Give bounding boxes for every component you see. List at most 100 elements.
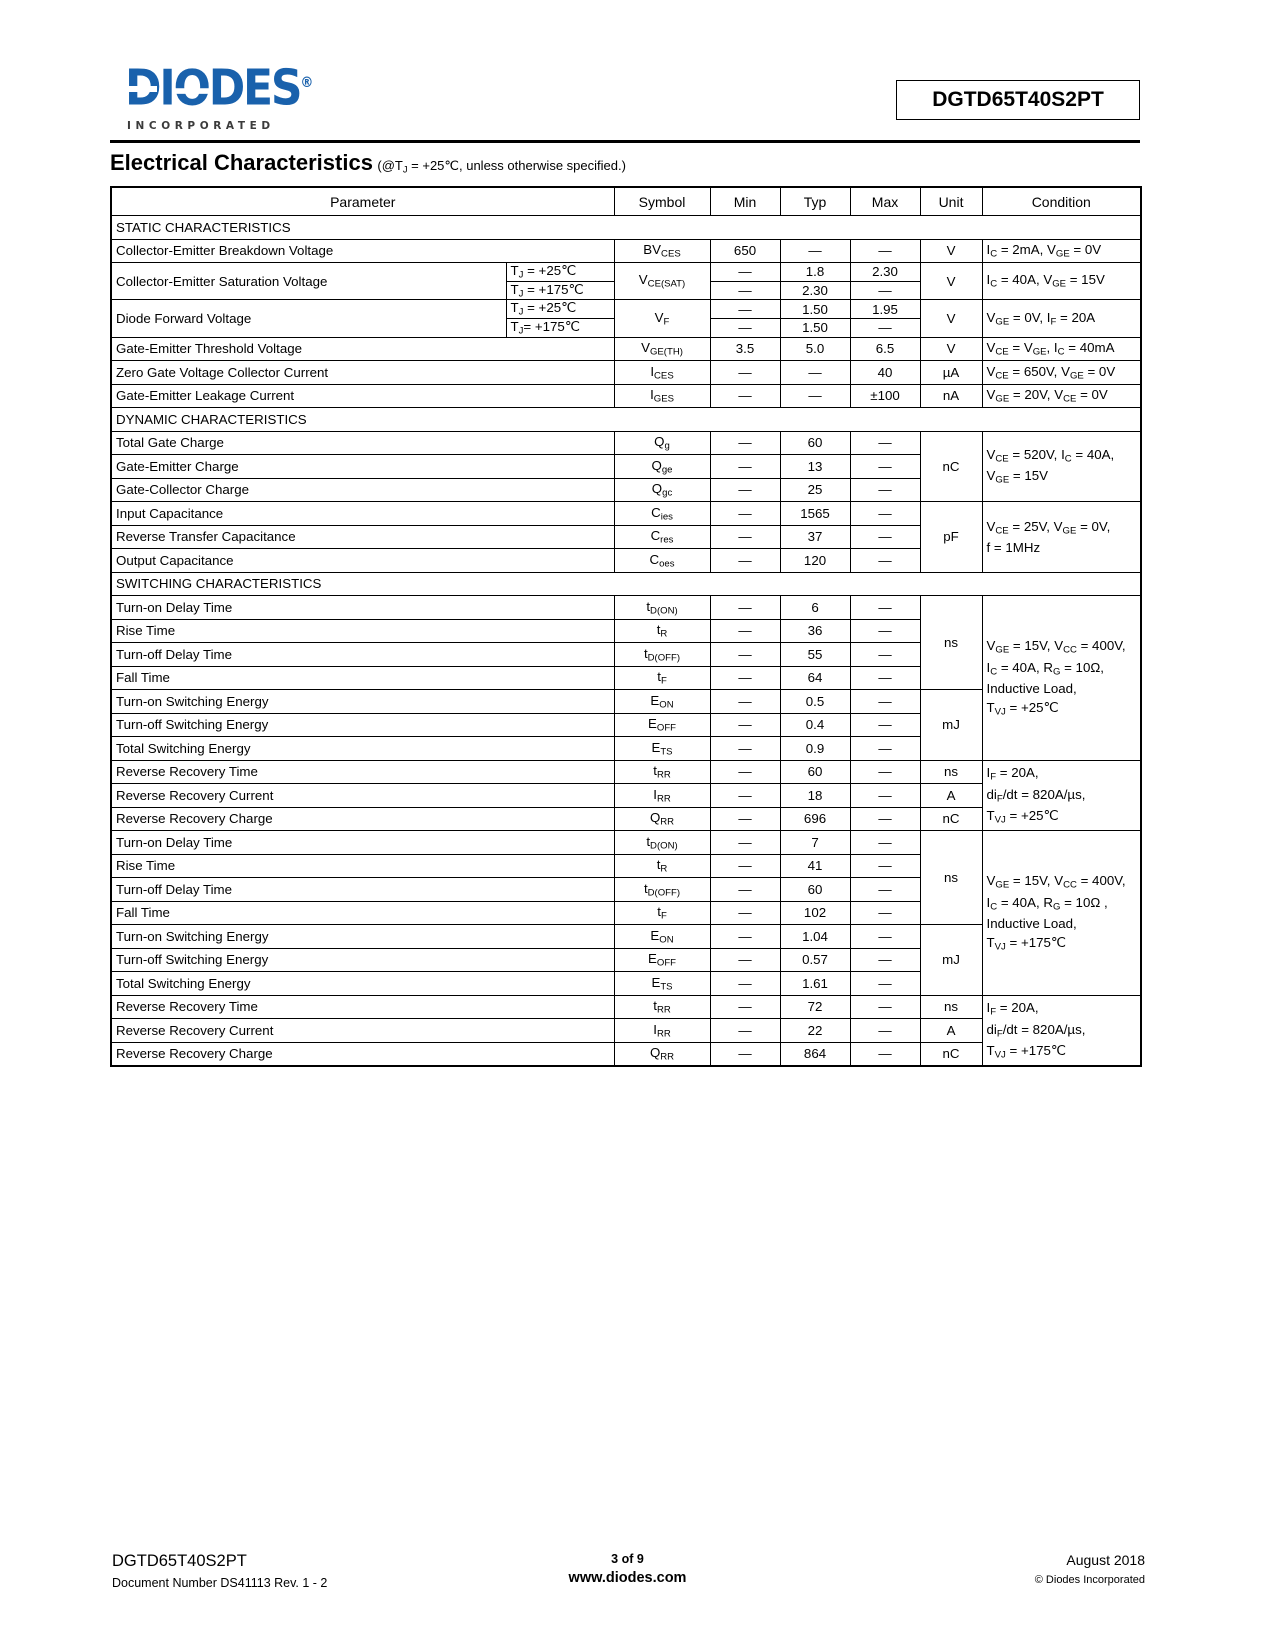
row-typ: 1.8 bbox=[779, 262, 851, 282]
row-parameter: Gate-Emitter Charge bbox=[110, 454, 615, 479]
table-row: Reverse Recovery Current IRR — 22 — A bbox=[110, 1018, 1141, 1043]
table-row: Gate-Emitter Threshold Voltage VGE(TH) 3… bbox=[110, 336, 1142, 362]
row-max: — bbox=[849, 924, 921, 949]
row-typ: 0.4 bbox=[779, 712, 851, 738]
row-symbol: EON bbox=[613, 924, 711, 949]
row-min: — bbox=[709, 595, 781, 620]
row-max: — bbox=[849, 665, 921, 691]
row-typ: 25 bbox=[779, 477, 851, 503]
row-symbol: ETS bbox=[613, 971, 711, 996]
row-min: — bbox=[709, 1018, 781, 1043]
row-parameter: Turn-off Delay Time bbox=[110, 877, 615, 902]
row-min: — bbox=[709, 900, 781, 926]
row-parameter: Gate-Emitter Leakage Current bbox=[110, 383, 615, 409]
electrical-characteristics-table: Parameter Symbol Min Typ Max Unit Condit… bbox=[110, 186, 1143, 1068]
section-title: Electrical Characteristics bbox=[110, 150, 373, 175]
section-heading: Electrical Characteristics (@TJ = +25℃, … bbox=[110, 150, 1140, 176]
row-typ: 60 bbox=[779, 877, 851, 902]
row-symbol: VCE(SAT) bbox=[613, 261, 711, 301]
row-condition: VCE = 25V, VGE = 0V, f = 1MHz bbox=[981, 501, 1142, 573]
row-typ: 0.5 bbox=[779, 689, 851, 714]
row-parameter: Total Gate Charge bbox=[110, 430, 615, 456]
row-symbol: Coes bbox=[613, 548, 711, 573]
row-symbol: EOFF bbox=[613, 712, 711, 738]
row-max: 6.5 bbox=[849, 336, 921, 362]
row-typ: 72 bbox=[779, 994, 851, 1020]
row-min: 650 bbox=[709, 238, 781, 263]
row-symbol: EON bbox=[613, 689, 711, 714]
row-unit: ns bbox=[919, 759, 983, 785]
row-symbol: Cies bbox=[613, 501, 711, 526]
table-group-row: DYNAMIC CHARACTERISTICS bbox=[110, 407, 1142, 432]
row-max: — bbox=[849, 759, 921, 785]
row-min: — bbox=[709, 548, 781, 573]
row-min: — bbox=[709, 783, 781, 808]
row-condition: VCE = VGE, IC = 40mA bbox=[981, 336, 1142, 362]
table-row: Turn-on Delay Time tD(ON) — 7 — ns VGE =… bbox=[110, 830, 1142, 996]
row-typ: 60 bbox=[779, 430, 851, 456]
row-max: — bbox=[849, 548, 921, 573]
row-unit: V bbox=[919, 336, 983, 362]
row-min: — bbox=[709, 501, 781, 526]
col-header-unit: Unit bbox=[919, 186, 983, 216]
row-parameter: Rise Time bbox=[110, 618, 615, 644]
row-symbol: IGES bbox=[613, 383, 711, 409]
section-note: (@TJ = +25℃, unless otherwise specified.… bbox=[377, 158, 626, 175]
table-row: Total Gate Charge Qg — 60 — nC VCE = 520… bbox=[110, 430, 1142, 503]
row-unit: nC bbox=[919, 430, 983, 503]
row-typ: 1.50 bbox=[779, 318, 851, 338]
row-min: — bbox=[709, 806, 781, 832]
row-typ: 60 bbox=[779, 759, 851, 785]
row-unit: µA bbox=[919, 360, 983, 385]
group-label-static: STATIC CHARACTERISTICS bbox=[110, 215, 1142, 240]
row-unit: mJ bbox=[919, 924, 983, 996]
row-symbol: tD(OFF) bbox=[613, 642, 711, 667]
row-typ: 13 bbox=[779, 454, 851, 479]
row-max: — bbox=[849, 501, 921, 526]
col-header-condition: Condition bbox=[981, 186, 1142, 216]
row-condition: VCE = 520V, IC = 40A, VGE = 15V bbox=[981, 430, 1142, 503]
row-condition: VGE = 0V, IF = 20A bbox=[981, 299, 1142, 338]
row-max: — bbox=[849, 994, 921, 1020]
row-parameter: Turn-on Switching Energy bbox=[110, 689, 615, 714]
row-condition: VGE = 20V, VCE = 0V bbox=[981, 383, 1142, 409]
header-divider bbox=[110, 140, 1140, 143]
col-header-max: Max bbox=[849, 186, 921, 216]
row-temp-condition: TJ = +175℃ bbox=[505, 280, 615, 301]
row-max: 2.30 bbox=[849, 262, 921, 282]
row-condition: VGE = 15V, VCC = 400V, IC = 40A, RG = 10Ω… bbox=[981, 830, 1142, 996]
row-max: — bbox=[849, 971, 921, 996]
row-min: — bbox=[709, 830, 781, 855]
table-row: TJ= +175℃ — 1.50 — bbox=[111, 318, 1141, 338]
row-min: — bbox=[709, 360, 781, 385]
part-number-label: DGTD65T40S2PT bbox=[932, 88, 1104, 111]
row-typ: 1.04 bbox=[779, 924, 851, 949]
row-symbol: tF bbox=[613, 665, 711, 691]
row-min: — bbox=[709, 299, 781, 320]
row-max: — bbox=[849, 1041, 921, 1067]
row-unit: A bbox=[919, 783, 983, 808]
row-typ: 64 bbox=[779, 665, 851, 691]
table-group-row: STATIC CHARACTERISTICS bbox=[110, 215, 1142, 240]
row-parameter: Turn-off Switching Energy bbox=[110, 712, 615, 738]
row-unit: V bbox=[919, 299, 983, 338]
row-unit: mJ bbox=[919, 689, 983, 761]
row-unit: nA bbox=[919, 383, 983, 409]
table-row: Diode Forward Voltage TJ = +25℃ VF — 1.5… bbox=[110, 299, 1142, 338]
row-min: — bbox=[709, 689, 781, 714]
col-header-min: Min bbox=[709, 186, 781, 216]
footer-website-link[interactable]: www.diodes.com bbox=[568, 1570, 687, 1586]
row-temp-condition: TJ = +25℃ bbox=[505, 299, 615, 320]
row-symbol: IRR bbox=[613, 783, 711, 808]
row-condition: IF = 20A, diF/dt = 820A/µs, TVJ = +175℃ bbox=[981, 994, 1142, 1067]
row-symbol: QRR bbox=[613, 806, 711, 832]
table-row: Turn-on Delay Time tD(ON) — 6 — ns VGE =… bbox=[110, 595, 1142, 761]
row-symbol: tR bbox=[613, 853, 711, 879]
table-row: Turn-off Switching Energy EOFF — 0.57 — bbox=[110, 947, 1141, 973]
row-max: — bbox=[849, 642, 921, 667]
row-max: — bbox=[849, 736, 921, 761]
row-max: — bbox=[849, 830, 921, 855]
row-parameter: Reverse Recovery Current bbox=[110, 783, 615, 808]
table-row: Gate-Collector Charge Qgc — 25 — bbox=[110, 477, 1141, 503]
